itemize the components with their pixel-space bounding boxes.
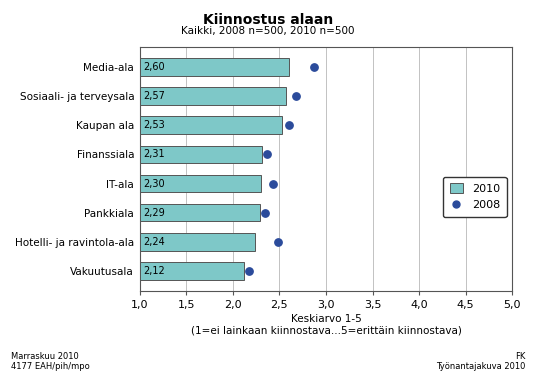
Point: [261, 210, 270, 216]
Bar: [140, 204, 260, 221]
Point: [310, 64, 318, 70]
Bar: [140, 58, 289, 76]
Text: 2,12: 2,12: [144, 266, 165, 276]
Point: [244, 268, 253, 274]
Point: [263, 151, 272, 157]
Bar: [140, 175, 261, 192]
Text: Kaikki, 2008 n=500, 2010 n=500: Kaikki, 2008 n=500, 2010 n=500: [181, 26, 355, 37]
Bar: [140, 116, 282, 134]
Point: [285, 122, 293, 128]
Bar: [140, 262, 244, 280]
Text: 2,30: 2,30: [144, 179, 165, 188]
Text: FK
Työnantajakuva 2010: FK Työnantajakuva 2010: [436, 352, 525, 371]
Point: [269, 181, 277, 187]
Text: 2,53: 2,53: [144, 120, 165, 130]
Text: 2,57: 2,57: [144, 91, 165, 101]
Bar: [140, 233, 255, 251]
X-axis label: Keskiarvo 1-5
(1=ei lainkaan kiinnostava...5=erittäin kiinnostava): Keskiarvo 1-5 (1=ei lainkaan kiinnostava…: [190, 314, 461, 336]
Text: Kiinnostus alaan: Kiinnostus alaan: [203, 13, 333, 27]
Bar: [140, 146, 262, 163]
Point: [273, 239, 282, 245]
Text: 2,60: 2,60: [144, 62, 165, 72]
Text: 2,24: 2,24: [144, 237, 165, 247]
Text: Marraskuu 2010
4177 EAH/pih/mpo: Marraskuu 2010 4177 EAH/pih/mpo: [11, 352, 90, 371]
Legend: 2010, 2008: 2010, 2008: [443, 176, 507, 217]
Point: [292, 93, 301, 99]
Text: 2,31: 2,31: [144, 149, 165, 159]
Bar: [140, 87, 286, 105]
Text: 2,29: 2,29: [144, 208, 165, 218]
